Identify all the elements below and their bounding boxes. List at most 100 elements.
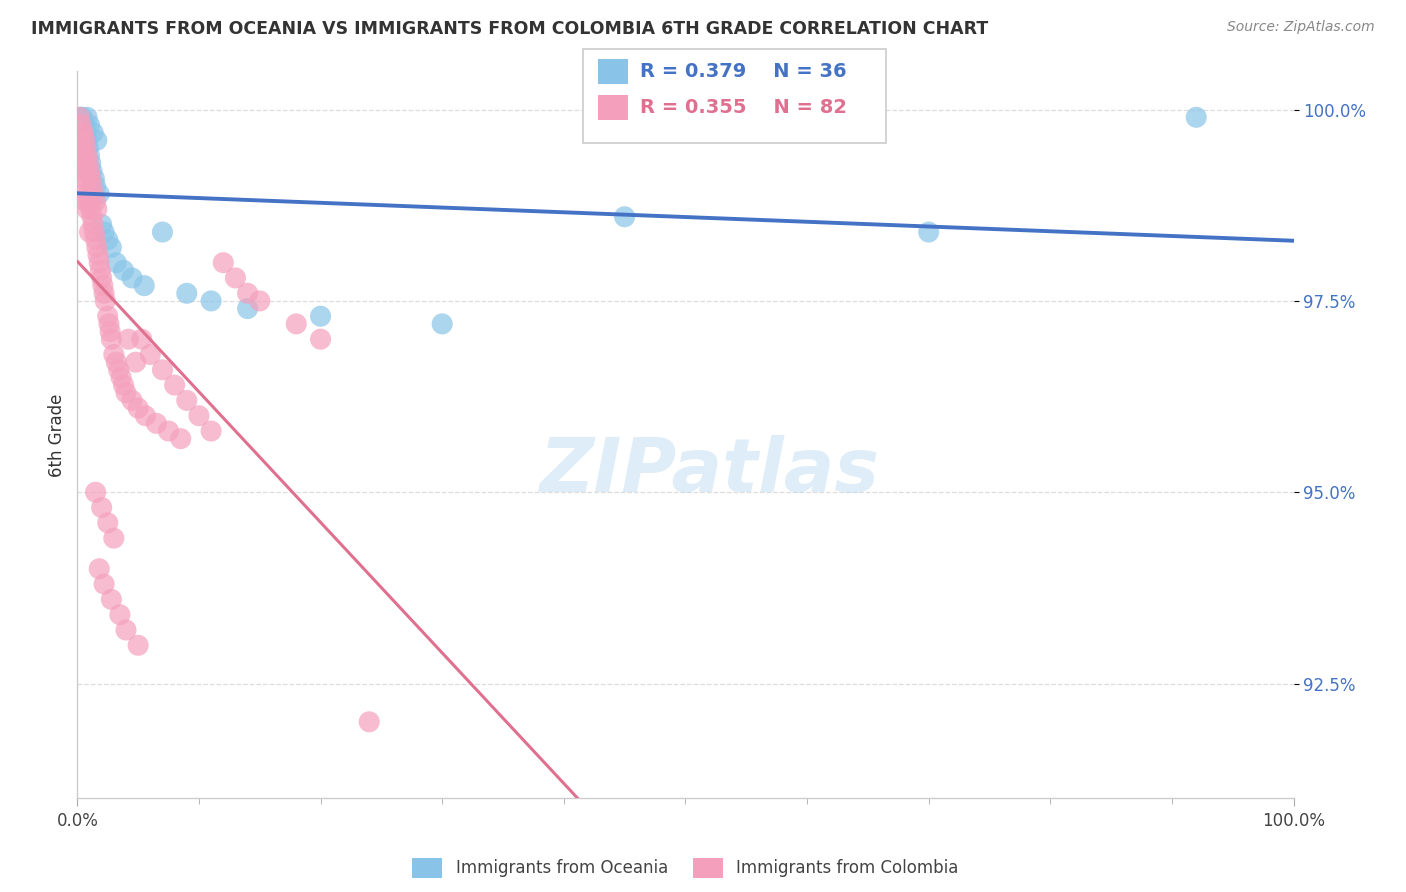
Point bbox=[72, 171, 94, 186]
Point bbox=[98, 325, 121, 339]
Point bbox=[93, 577, 115, 591]
Point bbox=[224, 271, 246, 285]
Point bbox=[115, 623, 138, 637]
Point bbox=[80, 171, 103, 186]
Point bbox=[86, 133, 108, 147]
Point bbox=[163, 378, 186, 392]
Point bbox=[145, 417, 167, 431]
Point bbox=[918, 225, 941, 239]
Point bbox=[170, 432, 193, 446]
Point bbox=[77, 141, 100, 155]
Point bbox=[115, 385, 138, 400]
Point bbox=[100, 240, 122, 254]
Point bbox=[134, 409, 156, 423]
Point bbox=[176, 393, 198, 408]
Point bbox=[80, 210, 103, 224]
Point bbox=[90, 271, 112, 285]
Point bbox=[79, 118, 101, 132]
Point bbox=[73, 156, 96, 170]
Point bbox=[70, 133, 93, 147]
Point bbox=[80, 156, 103, 170]
Point bbox=[76, 110, 98, 124]
Text: IMMIGRANTS FROM OCEANIA VS IMMIGRANTS FROM COLOMBIA 6TH GRADE CORRELATION CHART: IMMIGRANTS FROM OCEANIA VS IMMIGRANTS FR… bbox=[31, 20, 988, 37]
Point bbox=[110, 370, 132, 384]
Point bbox=[157, 424, 180, 438]
Point bbox=[76, 202, 98, 216]
Point bbox=[112, 263, 135, 277]
Point bbox=[176, 286, 198, 301]
Point bbox=[89, 255, 111, 269]
Point bbox=[79, 225, 101, 239]
Point bbox=[94, 293, 117, 308]
Point bbox=[212, 255, 235, 269]
Point bbox=[84, 194, 107, 209]
Point bbox=[70, 110, 93, 124]
Point bbox=[127, 401, 149, 415]
Point bbox=[249, 293, 271, 308]
Text: R = 0.355    N = 82: R = 0.355 N = 82 bbox=[640, 97, 846, 117]
Point bbox=[79, 164, 101, 178]
Text: R = 0.379    N = 36: R = 0.379 N = 36 bbox=[640, 62, 846, 81]
Point bbox=[139, 347, 162, 361]
Point bbox=[82, 218, 104, 232]
Point bbox=[86, 240, 108, 254]
Point bbox=[108, 607, 131, 622]
Point bbox=[80, 179, 103, 194]
Point bbox=[152, 363, 174, 377]
Point bbox=[359, 714, 381, 729]
Point bbox=[105, 255, 128, 269]
Point bbox=[77, 156, 100, 170]
Point bbox=[1185, 110, 1208, 124]
Point bbox=[73, 118, 96, 132]
Point bbox=[90, 500, 112, 515]
Point bbox=[285, 317, 308, 331]
Point bbox=[121, 393, 143, 408]
Point bbox=[89, 562, 111, 576]
Point bbox=[89, 186, 111, 201]
Point bbox=[84, 485, 107, 500]
Point bbox=[72, 118, 94, 132]
Point bbox=[127, 638, 149, 652]
Point bbox=[430, 317, 453, 331]
Point bbox=[309, 332, 332, 346]
Point bbox=[91, 278, 114, 293]
Text: ZIPatlas: ZIPatlas bbox=[540, 434, 880, 508]
Point bbox=[75, 126, 97, 140]
Point bbox=[76, 133, 98, 147]
Point bbox=[84, 233, 107, 247]
Point bbox=[236, 286, 259, 301]
Point bbox=[76, 171, 98, 186]
Point bbox=[77, 186, 100, 201]
Point bbox=[613, 210, 636, 224]
Point bbox=[70, 141, 93, 155]
Point bbox=[70, 118, 93, 132]
Point bbox=[103, 531, 125, 545]
Point bbox=[97, 516, 120, 530]
Point bbox=[73, 126, 96, 140]
Point bbox=[117, 332, 139, 346]
Point bbox=[72, 148, 94, 162]
Point bbox=[82, 186, 104, 201]
Point bbox=[112, 378, 135, 392]
Point bbox=[76, 148, 98, 162]
Point bbox=[93, 225, 115, 239]
Point bbox=[125, 355, 148, 369]
Point bbox=[97, 317, 120, 331]
Point bbox=[75, 194, 97, 209]
Point bbox=[188, 409, 211, 423]
Point bbox=[152, 225, 174, 239]
Point bbox=[82, 126, 104, 140]
Point bbox=[75, 133, 97, 147]
Point bbox=[93, 286, 115, 301]
Point bbox=[86, 202, 108, 216]
Point bbox=[131, 332, 153, 346]
Point bbox=[200, 293, 222, 308]
Point bbox=[83, 171, 105, 186]
Point bbox=[105, 355, 128, 369]
Point bbox=[72, 126, 94, 140]
Point bbox=[107, 363, 129, 377]
Point bbox=[73, 186, 96, 201]
Point bbox=[100, 332, 122, 346]
Point bbox=[75, 141, 97, 155]
Point bbox=[75, 164, 97, 178]
